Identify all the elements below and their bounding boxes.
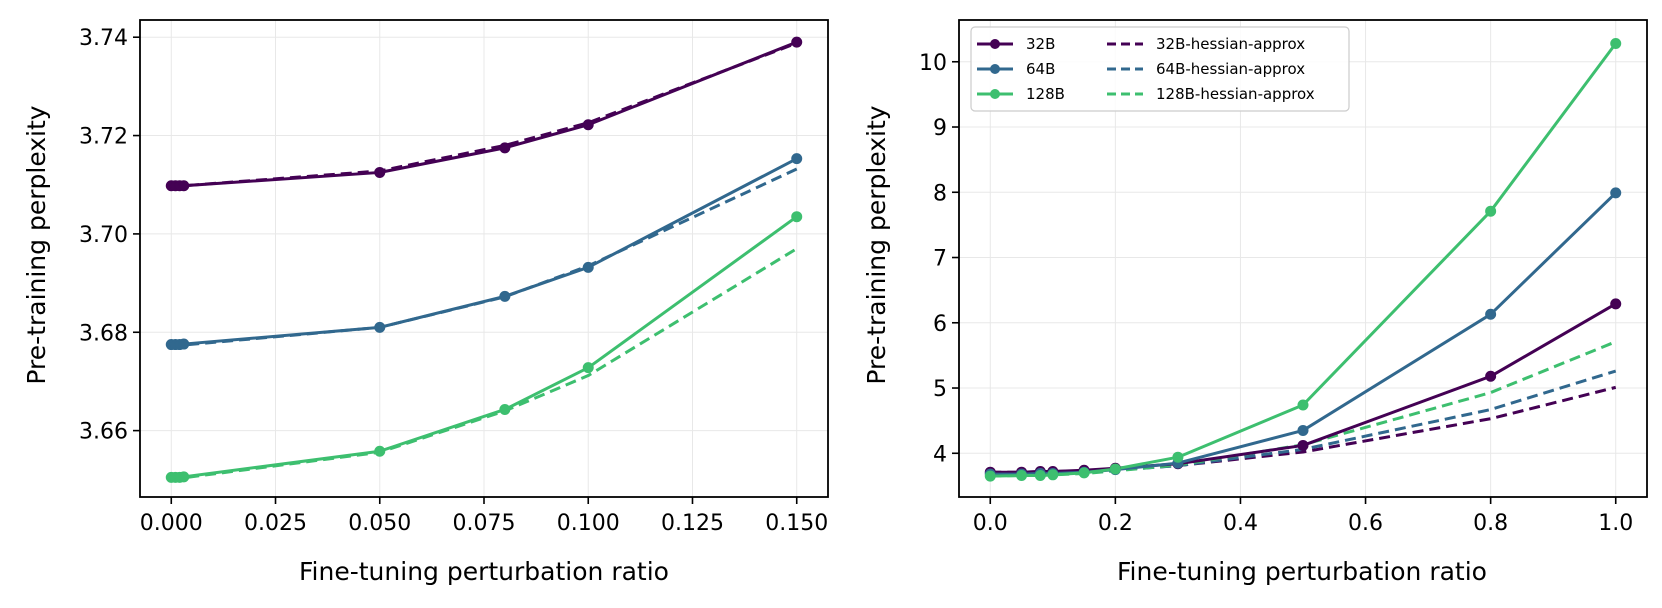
right-chart-y-tick-label: 4	[933, 442, 947, 467]
left-chart-y-tick-label: 3.68	[79, 321, 128, 346]
left-chart-point-64b	[582, 261, 594, 273]
right-chart-point-64b	[1297, 424, 1309, 436]
right-chart-point-32b	[1297, 439, 1309, 451]
right-chart-point-128b	[1297, 399, 1309, 411]
legend-marker-128b	[990, 89, 1000, 99]
right-chart-point-128b	[1078, 467, 1090, 479]
right-chart-point-128b	[1047, 469, 1059, 481]
right-chart-point-128b	[1172, 451, 1184, 463]
left-chart-point-32b	[499, 142, 511, 154]
right-chart-legend: 32B 64B 128B 32B-hessian-approx 64B-hess…	[970, 26, 1350, 112]
legend-label-32b-hessian: 32B-hessian-approx	[1156, 35, 1305, 53]
right-chart-line-32b	[990, 302, 1617, 474]
left-chart-x-tick-label: 0.100	[557, 511, 620, 536]
right-chart-x-tick-label: 0.6	[1348, 511, 1383, 536]
right-chart-line-128b	[990, 42, 1617, 478]
left-chart: 0.000 0.025 0.050 0.075 0.100 0.125 0.150 3.66…	[22, 19, 829, 586]
legend-marker-64b	[990, 64, 1000, 74]
left-chart-point-32b	[178, 180, 190, 192]
right-chart-point-64b	[1610, 187, 1622, 199]
legend-entry-128b: 128B	[977, 85, 1065, 103]
legend-marker-32b	[990, 39, 1000, 49]
left-chart-x-ticks: 0.000 0.025 0.050 0.075 0.100 0.125 0.150	[140, 497, 828, 536]
legend-label-64b: 64B	[1026, 60, 1055, 78]
left-chart-point-32b	[791, 36, 803, 48]
left-chart-point-128b	[499, 403, 511, 415]
right-chart-x-tick-label: 0.8	[1473, 511, 1508, 536]
legend-entry-128b-hessian: 128B-hessian-approx	[1107, 85, 1315, 103]
right-chart-y-tick-label: 7	[933, 247, 947, 272]
left-chart-y-tick-label: 3.70	[79, 223, 128, 248]
right-chart-point-32b	[1610, 298, 1622, 310]
right-chart-y-tick-label: 9	[933, 116, 947, 141]
left-chart-y-tick-label: 3.66	[79, 420, 128, 445]
left-chart-point-128b	[374, 445, 386, 457]
right-chart-x-tick-label: 0.4	[1223, 511, 1258, 536]
right-chart-point-32b	[1485, 370, 1497, 382]
right-chart-point-128b	[1109, 463, 1121, 475]
right-chart-x-tick-label: 0.0	[973, 511, 1008, 536]
legend-entry-64b: 64B	[977, 60, 1055, 78]
right-chart-y-ticks: 4 5 6 7 8 9 10	[919, 51, 959, 467]
right-chart-series	[984, 37, 1622, 482]
legend-label-128b-hessian: 128B-hessian-approx	[1156, 85, 1315, 103]
right-chart-y-axis-title: Pre-training perplexity	[862, 105, 891, 384]
right-chart: 0.0 0.2 0.4 0.6 0.8 1.0 4 5 6 7 8 9 10 Fine-tuning …	[862, 19, 1648, 586]
left-chart-point-64b	[178, 338, 190, 350]
legend-label-32b: 32B	[1026, 35, 1055, 53]
legend-box	[970, 26, 1350, 112]
left-chart-point-32b	[374, 166, 386, 178]
right-chart-frame	[958, 19, 1648, 498]
right-chart-point-128b	[1485, 205, 1497, 217]
legend-label-128b: 128B	[1026, 85, 1065, 103]
legend-entry-64b-hessian: 64B-hessian-approx	[1107, 60, 1305, 78]
left-chart-point-64b	[499, 290, 511, 302]
left-chart-x-tick-label: 0.150	[765, 511, 828, 536]
left-chart-x-tick-label: 0.125	[661, 511, 724, 536]
left-chart-x-axis-title: Fine-tuning perturbation ratio	[299, 557, 669, 586]
right-chart-y-tick-label: 8	[933, 181, 947, 206]
left-chart-point-128b	[178, 471, 190, 483]
right-chart-point-128b	[1016, 469, 1028, 481]
right-chart-point-128b	[1610, 37, 1622, 49]
left-chart-y-axis-title: Pre-training perplexity	[22, 105, 51, 384]
left-chart-point-128b	[582, 362, 594, 374]
legend-entry-32b-hessian: 32B-hessian-approx	[1107, 35, 1305, 53]
left-chart-y-tick-label: 3.72	[79, 125, 128, 150]
right-chart-point-128b	[1034, 469, 1046, 481]
left-chart-x-tick-label: 0.050	[348, 511, 411, 536]
left-chart-series	[165, 36, 803, 483]
legend-entry-32b: 32B	[977, 35, 1055, 53]
left-chart-point-32b	[582, 119, 594, 131]
legend-label-64b-hessian: 64B-hessian-approx	[1156, 60, 1305, 78]
left-chart-y-tick-label: 3.74	[79, 26, 128, 51]
right-chart-x-tick-label: 1.0	[1598, 511, 1633, 536]
right-chart-y-tick-label: 6	[933, 312, 947, 337]
right-chart-point-64b	[1485, 308, 1497, 320]
left-chart-x-tick-label: 0.025	[244, 511, 307, 536]
left-chart-point-128b	[791, 211, 803, 223]
left-chart-point-64b	[374, 321, 386, 333]
left-chart-x-tick-label: 0.000	[140, 511, 203, 536]
right-chart-y-tick-label: 5	[933, 377, 947, 402]
left-chart-y-ticks: 3.66 3.68 3.70 3.72 3.74	[79, 26, 140, 445]
right-chart-point-128b	[984, 470, 996, 482]
right-chart-x-ticks: 0.0 0.2 0.4 0.6 0.8 1.0	[973, 497, 1633, 536]
right-chart-x-axis-title: Fine-tuning perturbation ratio	[1117, 557, 1487, 586]
left-chart-point-64b	[791, 153, 803, 165]
left-chart-x-tick-label: 0.075	[453, 511, 516, 536]
right-chart-x-tick-label: 0.2	[1098, 511, 1133, 536]
right-chart-y-tick-label: 10	[919, 51, 947, 76]
left-chart-grid	[140, 20, 828, 497]
